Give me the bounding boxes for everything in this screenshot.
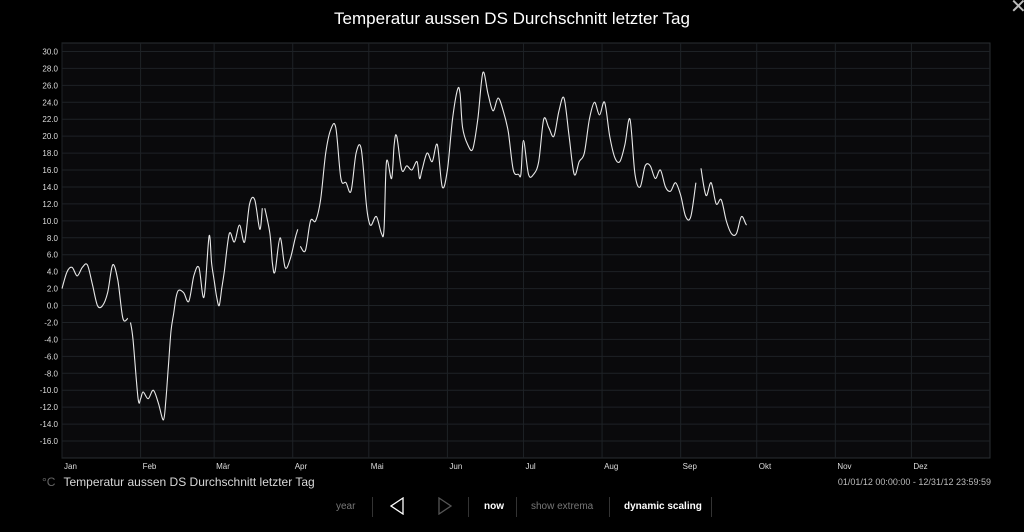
toolbar-divider	[516, 497, 517, 517]
y-tick-label: 28.0	[42, 64, 58, 73]
plot-area	[61, 42, 991, 459]
now-button[interactable]: now	[484, 501, 504, 512]
x-tick-label: Dez	[913, 462, 927, 471]
toolbar-divider	[609, 497, 610, 517]
y-tick-label: 16.0	[42, 166, 58, 175]
toolbar-divider	[711, 497, 712, 517]
y-tick-label: -8.0	[44, 369, 58, 378]
y-tick-label: -2.0	[44, 318, 58, 327]
y-tick-label: -12.0	[40, 403, 59, 412]
next-arrow-icon[interactable]	[438, 497, 452, 515]
y-tick-label: 24.0	[42, 98, 58, 107]
y-tick-label: 20.0	[42, 132, 58, 141]
toolbar-divider	[468, 497, 469, 517]
y-tick-label: -4.0	[44, 335, 58, 344]
y-tick-label: 12.0	[42, 200, 58, 209]
y-tick-label: 14.0	[42, 183, 58, 192]
x-tick-label: Aug	[604, 462, 618, 471]
series-line	[61, 263, 129, 322]
y-tick-label: -6.0	[44, 352, 58, 361]
y-tick-label: 18.0	[42, 149, 58, 158]
y-tick-label: 30.0	[42, 47, 58, 56]
show-extrema-button[interactable]: show extrema	[531, 501, 594, 512]
x-tick-label: Sep	[683, 462, 698, 471]
chart-toolbar: year now show extrema dynamic scaling	[0, 495, 1024, 519]
x-tick-label: Okt	[759, 462, 772, 471]
y-tick-label: 8.0	[47, 234, 59, 243]
y-tick-label: 0.0	[47, 302, 59, 311]
close-icon[interactable]: ✕	[1010, 0, 1024, 18]
x-tick-label: Jul	[525, 462, 535, 471]
x-tick-label: Mär	[216, 462, 230, 471]
y-tick-label: -14.0	[40, 420, 59, 429]
series-line	[264, 208, 299, 274]
x-tick-label: Nov	[837, 462, 851, 471]
y-tick-label: 2.0	[47, 285, 59, 294]
legend: °C Temperatur aussen DS Durchschnitt letz…	[42, 475, 315, 489]
year-button[interactable]: year	[336, 501, 356, 512]
x-tick-label: Mai	[371, 462, 384, 471]
legend-series-name: Temperatur aussen DS Durchschnitt letzte…	[63, 475, 315, 489]
y-tick-label: 22.0	[42, 115, 58, 124]
series-line	[129, 196, 263, 421]
y-tick-label: 10.0	[42, 217, 58, 226]
y-tick-label: 6.0	[47, 251, 59, 260]
prev-arrow-icon[interactable]	[390, 497, 404, 515]
legend-unit: °C	[42, 475, 56, 489]
y-tick-label: -10.0	[40, 386, 59, 395]
y-tick-label: 26.0	[42, 81, 58, 90]
toolbar-divider	[372, 497, 373, 517]
x-tick-label: Feb	[143, 462, 157, 471]
dynamic-scaling-button[interactable]: dynamic scaling	[624, 501, 702, 512]
time-range: 01/01/12 00:00:00 - 12/31/12 23:59:59	[837, 477, 991, 487]
chart-title: Temperatur aussen DS Durchschnitt letzte…	[334, 9, 690, 28]
x-tick-label: Apr	[295, 462, 308, 471]
series-line	[299, 71, 697, 253]
y-tick-label: 4.0	[47, 268, 59, 277]
y-tick-label: -16.0	[40, 437, 59, 446]
series-line	[700, 168, 748, 236]
x-tick-label: Jan	[64, 462, 77, 471]
x-tick-label: Jun	[449, 462, 462, 471]
